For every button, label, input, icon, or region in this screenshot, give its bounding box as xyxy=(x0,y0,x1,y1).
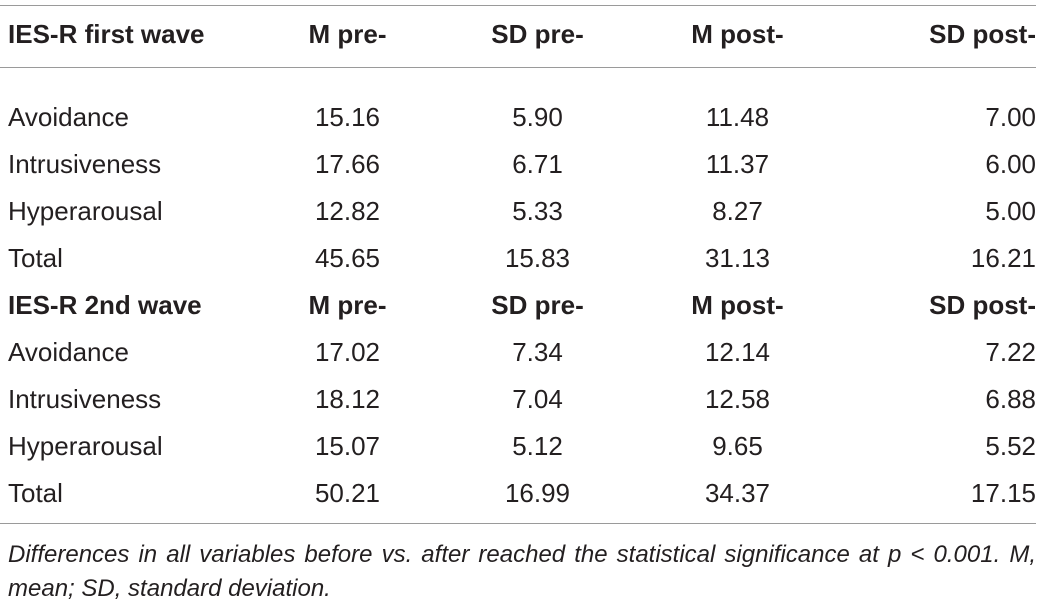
header-rule xyxy=(0,67,1036,68)
cell-m-post: 31.13 xyxy=(704,242,771,273)
header-sd-pre: SD pre- xyxy=(491,19,584,49)
cell-m-pre: 17.02 xyxy=(314,336,381,367)
cell-sd-pre: 15.83 xyxy=(504,242,571,273)
cell-sd-post: 5.52 xyxy=(985,430,1036,461)
second-wave-header-sd-post: SD post- xyxy=(929,289,1036,320)
table-row: Intrusiveness 17.66 6.71 11.37 6.00 xyxy=(0,140,1036,187)
cell-sd-post: 6.00 xyxy=(985,148,1036,179)
table-header-row: IES-R first wave M pre- SD pre- M post- … xyxy=(0,19,1036,67)
header-label: IES-R first wave xyxy=(8,19,205,49)
cell-sd-pre: 6.71 xyxy=(512,148,563,179)
table-row: Hyperarousal 15.07 5.12 9.65 5.52 xyxy=(0,422,1036,469)
table-row: Avoidance 17.02 7.34 12.14 7.22 xyxy=(0,328,1036,375)
cell-m-pre: 45.65 xyxy=(314,242,381,273)
cell-m-pre: 18.12 xyxy=(314,383,381,414)
cell-m-pre: 17.66 xyxy=(314,148,381,179)
cell-sd-post: 6.88 xyxy=(985,383,1036,414)
header-spacer xyxy=(0,67,1036,93)
row-label: Total xyxy=(8,242,63,273)
cell-sd-post: 5.00 xyxy=(985,195,1036,226)
row-label: Avoidance xyxy=(8,336,129,367)
cell-sd-post: 7.22 xyxy=(985,336,1036,367)
cell-sd-post: 16.21 xyxy=(970,242,1036,273)
second-wave-header-row: IES-R 2nd wave M pre- SD pre- M post- SD… xyxy=(0,281,1036,328)
cell-m-pre: 50.21 xyxy=(314,477,381,508)
cell-m-post: 34.37 xyxy=(704,477,771,508)
results-table: IES-R first wave M pre- SD pre- M post- … xyxy=(0,19,1036,516)
cell-sd-post: 7.00 xyxy=(985,101,1036,132)
cell-m-post: 8.27 xyxy=(712,195,763,226)
header-m-post: M post- xyxy=(691,19,784,49)
table-row: Hyperarousal 12.82 5.33 8.27 5.00 xyxy=(0,187,1036,234)
row-label: Hyperarousal xyxy=(8,195,163,226)
cell-m-post: 11.37 xyxy=(705,148,770,179)
cell-sd-pre: 7.04 xyxy=(512,383,563,414)
cell-m-post: 9.65 xyxy=(712,430,763,461)
cell-m-post: 12.14 xyxy=(704,336,771,367)
table-row: Intrusiveness 18.12 7.04 12.58 6.88 xyxy=(0,375,1036,422)
second-wave-header-m-post: M post- xyxy=(691,289,784,320)
cell-m-pre: 12.82 xyxy=(314,195,381,226)
cell-sd-pre: 5.90 xyxy=(512,101,563,132)
second-wave-label: IES-R 2nd wave xyxy=(8,289,202,320)
header-sd-post: SD post- xyxy=(929,19,1036,49)
cell-m-post: 12.58 xyxy=(704,383,771,414)
row-label: Intrusiveness xyxy=(8,383,162,414)
cell-sd-post: 17.15 xyxy=(970,477,1036,508)
cell-m-post: 11.48 xyxy=(705,101,770,132)
table-row: Total 45.65 15.83 31.13 16.21 xyxy=(0,234,1036,281)
cell-sd-pre: 7.34 xyxy=(512,336,563,367)
row-label: Intrusiveness xyxy=(8,148,162,179)
table-footnote: Differences in all variables before vs. … xyxy=(8,541,1036,602)
second-wave-header-sd-pre: SD pre- xyxy=(491,289,584,320)
row-label: Hyperarousal xyxy=(8,430,163,461)
table-row: Total 50.21 16.99 34.37 17.15 xyxy=(0,469,1036,516)
cell-m-pre: 15.16 xyxy=(314,101,381,132)
header-m-pre: M pre- xyxy=(308,19,387,49)
bottom-rule xyxy=(0,523,1036,524)
table-row: Avoidance 15.16 5.90 11.48 7.00 xyxy=(0,93,1036,140)
cell-sd-pre: 5.33 xyxy=(512,195,563,226)
cell-m-pre: 15.07 xyxy=(314,430,381,461)
row-label: Total xyxy=(8,477,63,508)
cell-sd-pre: 5.12 xyxy=(512,430,563,461)
top-rule xyxy=(0,5,1036,6)
row-label: Avoidance xyxy=(8,101,129,132)
cell-sd-pre: 16.99 xyxy=(504,477,571,508)
second-wave-header-m-pre: M pre- xyxy=(308,289,387,320)
